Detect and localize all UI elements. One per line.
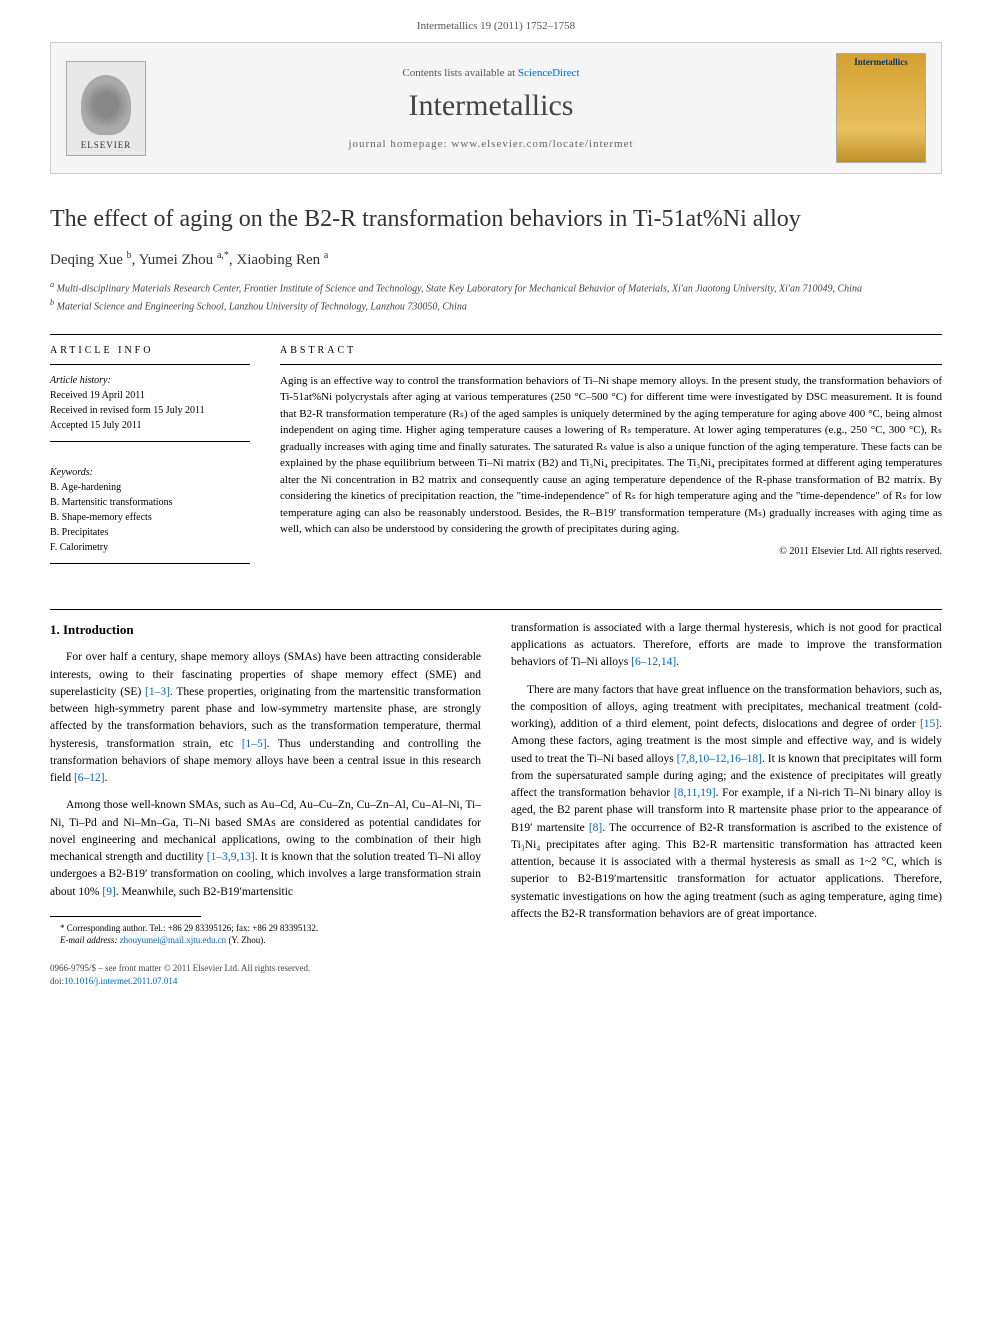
affiliation-a: a Multi-disciplinary Materials Research … [50, 279, 942, 296]
divider [50, 334, 942, 335]
affiliation-b: b Material Science and Engineering Schoo… [50, 297, 942, 314]
body-column-right: transformation is associated with a larg… [511, 620, 942, 947]
keyword: B. Martensitic transformations [50, 495, 250, 510]
keyword: B. Age-hardening [50, 480, 250, 495]
banner-center: Contents lists available at ScienceDirec… [146, 67, 836, 150]
cover-label: Intermetallics [837, 57, 925, 67]
paper-title: The effect of aging on the B2-R transfor… [50, 204, 942, 235]
authors-line: Deqing Xue b, Yumei Zhou a,*, Xiaobing R… [50, 250, 942, 269]
journal-banner: ELSEVIER Contents lists available at Sci… [50, 42, 942, 174]
divider [50, 609, 942, 610]
abstract-heading: ABSTRACT [280, 345, 942, 356]
keywords-block: Keywords: B. Age-hardening B. Martensiti… [50, 457, 250, 564]
info-abstract-row: ARTICLE INFO Article history: Received 1… [50, 345, 942, 579]
corresponding-author-note: * Corresponding author. Tel.: +86 29 833… [50, 922, 481, 935]
homepage-line: journal homepage: www.elsevier.com/locat… [146, 138, 836, 150]
keywords-label: Keywords: [50, 465, 250, 480]
body-paragraph: There are many factors that have great i… [511, 682, 942, 924]
body-paragraph: Among those well-known SMAs, such as Au–… [50, 797, 481, 901]
received-date: Received 19 April 2011 [50, 388, 250, 403]
email-label: E-mail address: [60, 935, 120, 945]
journal-name: Intermetallics [146, 89, 836, 123]
page-footer: 0966-9795/$ – see front matter © 2011 El… [50, 962, 942, 987]
body-columns: 1. Introduction For over half a century,… [50, 620, 942, 947]
elsevier-tree-icon [81, 75, 131, 135]
abstract-text: Aging is an effective way to control the… [280, 364, 942, 538]
body-column-left: 1. Introduction For over half a century,… [50, 620, 481, 947]
article-info-heading: ARTICLE INFO [50, 345, 250, 356]
footnote-separator [50, 916, 201, 917]
issn-line: 0966-9795/$ – see front matter © 2011 El… [50, 962, 942, 975]
contents-prefix: Contents lists available at [402, 67, 517, 79]
abstract-copyright: © 2011 Elsevier Ltd. All rights reserved… [280, 546, 942, 557]
journal-cover-thumbnail: Intermetallics [836, 53, 926, 163]
homepage-url: www.elsevier.com/locate/intermet [451, 138, 633, 150]
body-paragraph: transformation is associated with a larg… [511, 620, 942, 672]
contents-line: Contents lists available at ScienceDirec… [146, 67, 836, 79]
publisher-name: ELSEVIER [81, 140, 132, 150]
body-paragraph: For over half a century, shape memory al… [50, 649, 481, 787]
affiliations: a Multi-disciplinary Materials Research … [50, 279, 942, 314]
keyword: B. Shape-memory effects [50, 510, 250, 525]
abstract-column: ABSTRACT Aging is an effective way to co… [280, 345, 942, 579]
keyword: F. Calorimetry [50, 540, 250, 555]
accepted-date: Accepted 15 July 2011 [50, 418, 250, 433]
author-email-link[interactable]: zhouyumei@mail.xjtu.edu.cn [120, 935, 227, 945]
article-info-column: ARTICLE INFO Article history: Received 1… [50, 345, 250, 579]
article-history-block: Article history: Received 19 April 2011 … [50, 364, 250, 442]
history-label: Article history: [50, 373, 250, 388]
doi-line: doi:10.1016/j.intermet.2011.07.014 [50, 975, 942, 988]
section-heading: 1. Introduction [50, 620, 481, 640]
homepage-prefix: journal homepage: [348, 138, 451, 150]
email-suffix: (Y. Zhou). [226, 935, 265, 945]
keyword: B. Precipitates [50, 525, 250, 540]
publisher-logo-box: ELSEVIER [66, 61, 146, 156]
doi-link[interactable]: 10.1016/j.intermet.2011.07.014 [64, 976, 177, 986]
email-note: E-mail address: zhouyumei@mail.xjtu.edu.… [50, 934, 481, 947]
revised-date: Received in revised form 15 July 2011 [50, 403, 250, 418]
sciencedirect-link[interactable]: ScienceDirect [518, 67, 580, 79]
header-citation: Intermetallics 19 (2011) 1752–1758 [50, 20, 942, 32]
